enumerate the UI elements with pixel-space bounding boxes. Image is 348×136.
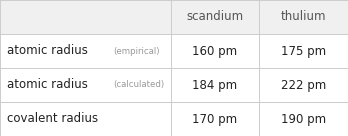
Text: 175 pm: 175 pm (281, 44, 326, 58)
Text: atomic radius: atomic radius (7, 44, 88, 58)
Text: thulium: thulium (281, 10, 326, 24)
Bar (0, 0, 348, 34)
Text: scandium: scandium (186, 10, 244, 24)
Text: 184 pm: 184 pm (192, 78, 237, 92)
Text: 160 pm: 160 pm (192, 44, 237, 58)
Text: 190 pm: 190 pm (281, 112, 326, 126)
Text: (calculated): (calculated) (113, 81, 165, 89)
Text: atomic radius: atomic radius (7, 78, 88, 92)
Text: (empirical): (empirical) (113, 47, 160, 55)
Text: covalent radius: covalent radius (7, 112, 98, 126)
Text: 170 pm: 170 pm (192, 112, 237, 126)
Text: 222 pm: 222 pm (281, 78, 326, 92)
